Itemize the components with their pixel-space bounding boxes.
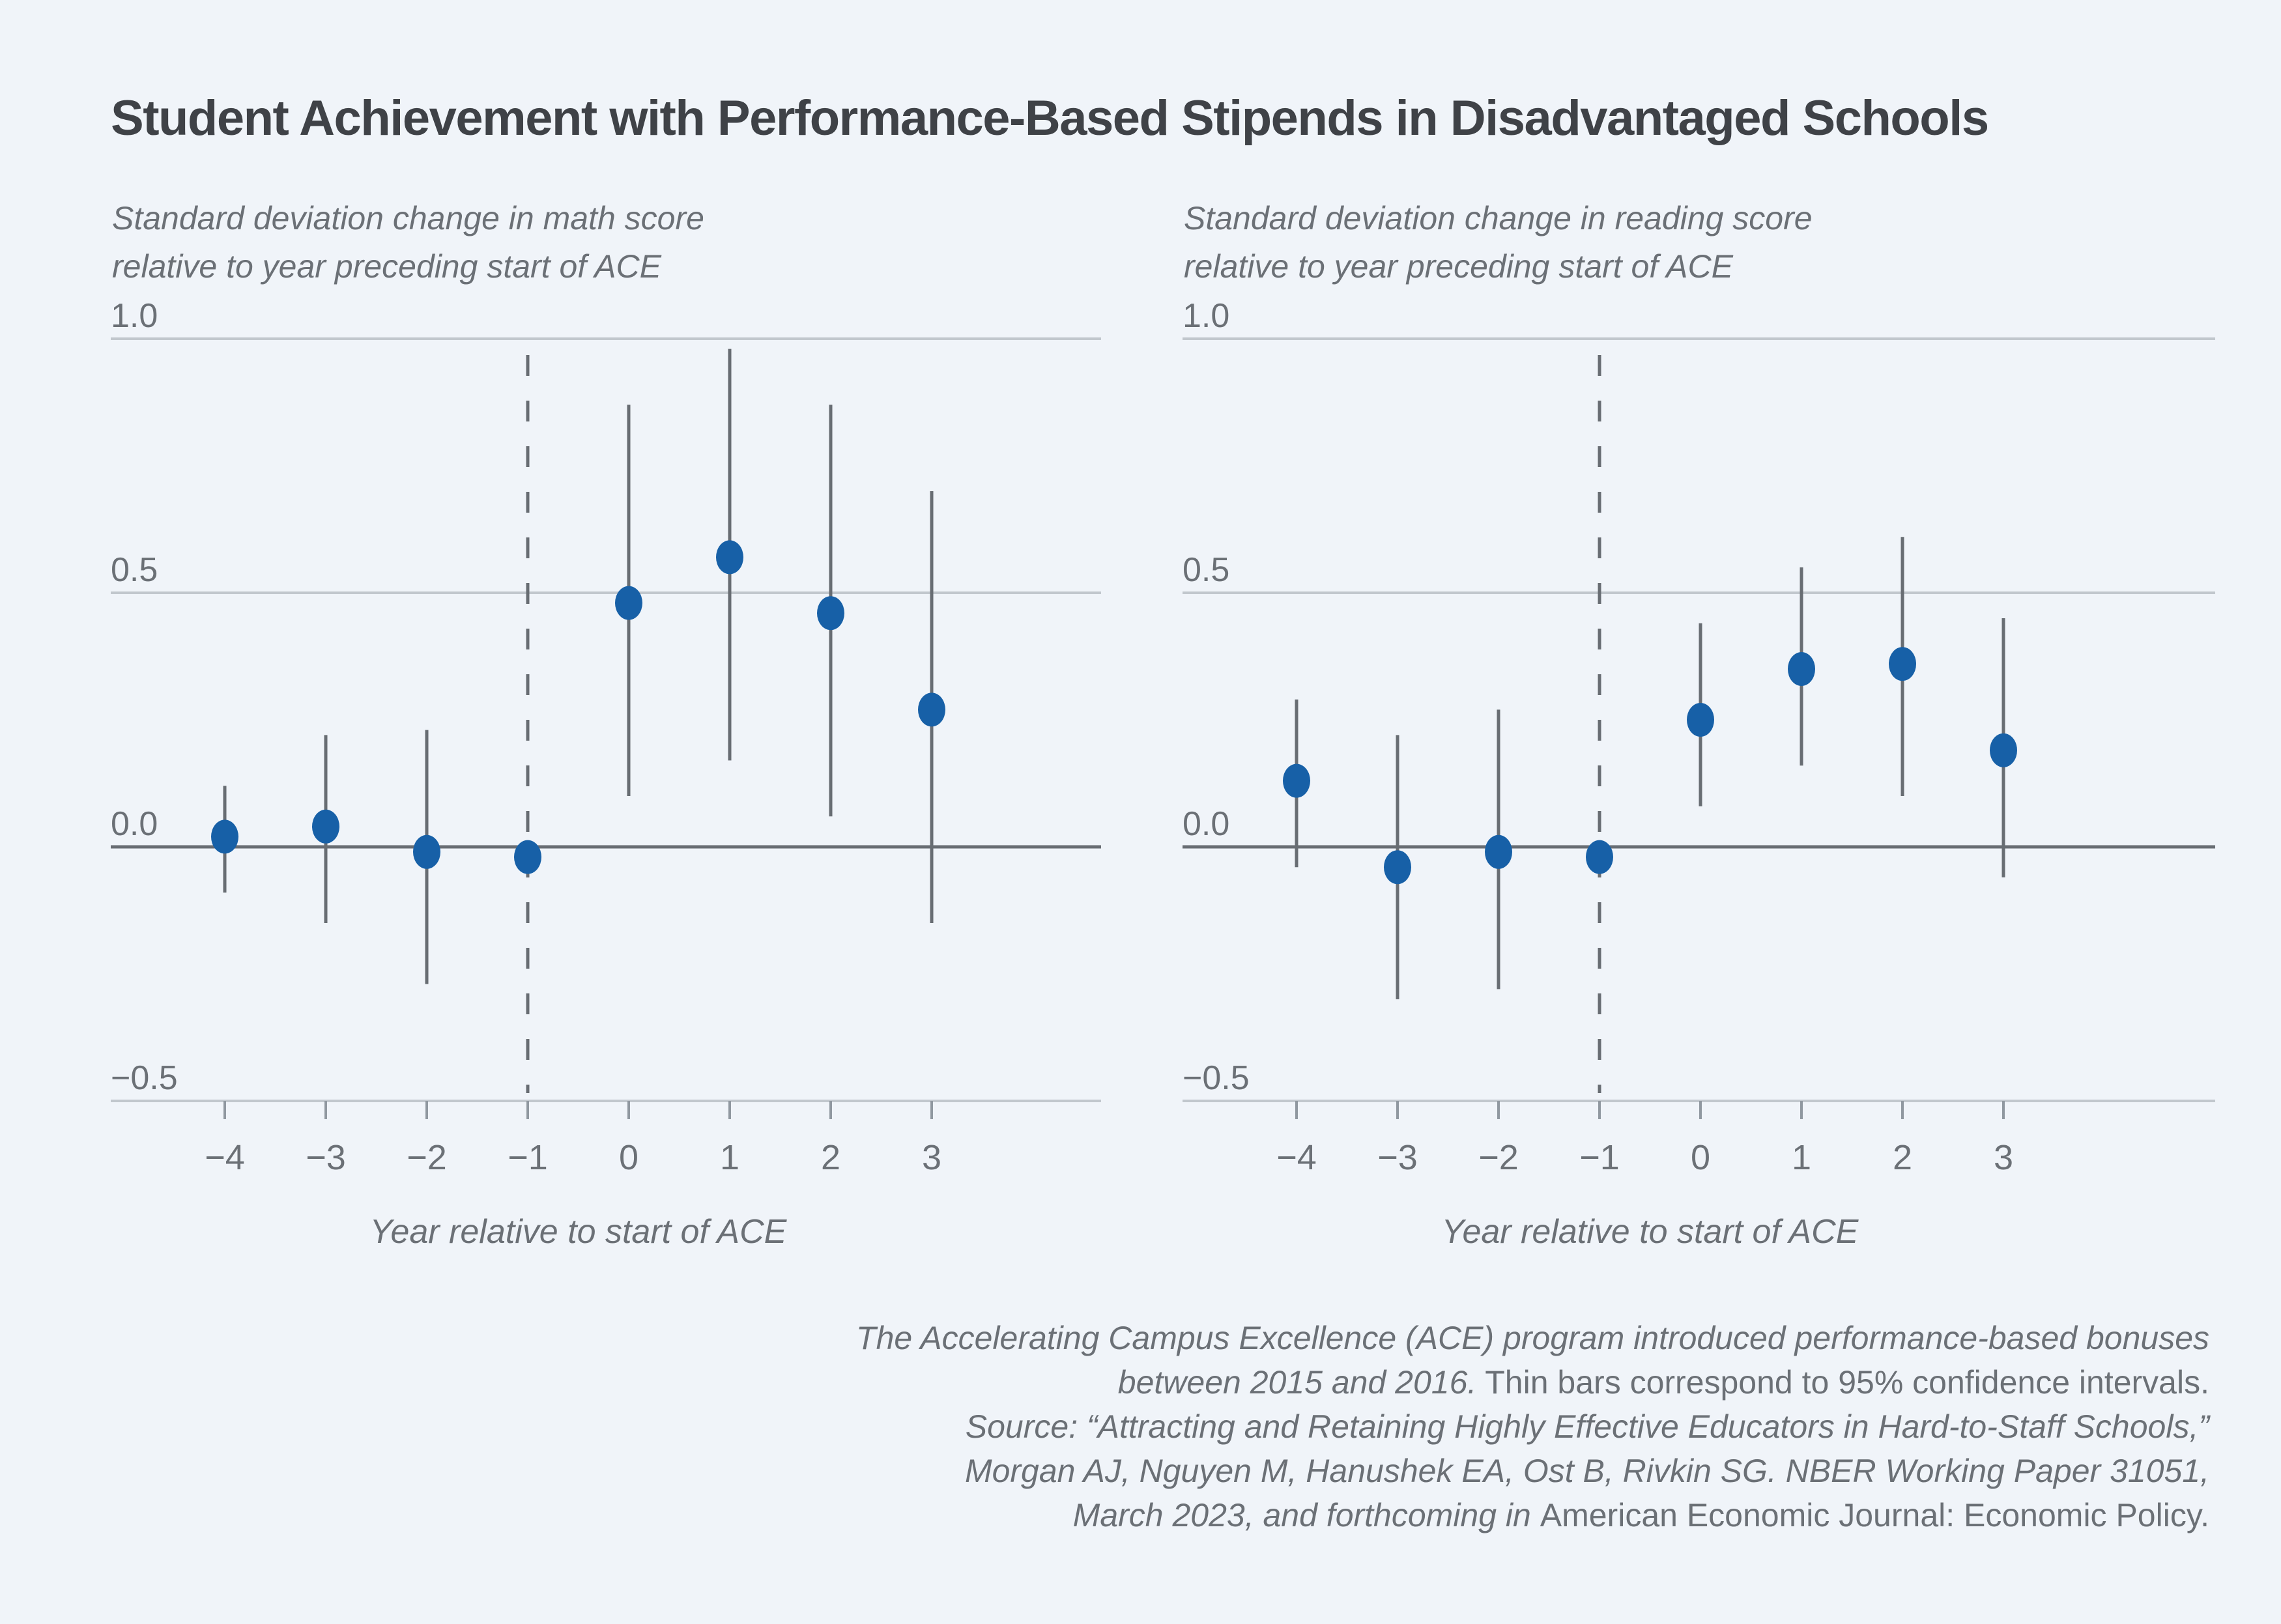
caption-segment: The Accelerating Campus Excellence (ACE)… (856, 1320, 2209, 1356)
figure-caption: The Accelerating Campus Excellence (ACE)… (856, 1316, 2209, 1537)
caption-segment: March 2023, and forthcoming in (1072, 1497, 1540, 1533)
math-x-tick-label: 0 (619, 1138, 638, 1177)
math-data-point (514, 840, 541, 874)
reading-x-tick-label: 2 (1893, 1138, 1912, 1177)
math-chart-subtitle: Standard deviation change in math score … (112, 194, 704, 291)
reading-data-point (1586, 840, 1613, 874)
reading-y-tick-label: 0.5 (1183, 551, 1229, 589)
caption-segment: American Economic Journal: Economic Poli… (1540, 1497, 2209, 1533)
caption-segment: Morgan AJ, Nguyen M, Hanushek EA, Ost B,… (964, 1453, 2209, 1489)
caption-line: March 2023, and forthcoming in American … (856, 1493, 2209, 1537)
math-data-point (312, 809, 339, 844)
math-x-tick-label: −1 (508, 1138, 548, 1177)
reading-x-tick-label: −1 (1579, 1138, 1620, 1177)
reading-x-tick-label: −2 (1478, 1138, 1519, 1177)
math-subtitle-line2: relative to year preceding start of ACE (112, 248, 661, 285)
caption-line: Source: “Attracting and Retaining Highly… (856, 1404, 2209, 1449)
math-x-tick-label: −3 (306, 1138, 346, 1177)
reading-x-tick-label: 1 (1792, 1138, 1811, 1177)
reading-subtitle-line1: Standard deviation change in reading sco… (1184, 200, 1813, 236)
reading-y-tick-label: 1.0 (1183, 297, 1229, 335)
math-x-axis-label: Year relative to start of ACE (370, 1213, 788, 1251)
reading-y-tick-label: 0.0 (1183, 805, 1229, 843)
math-y-tick-label: −0.5 (111, 1059, 178, 1097)
reading-y-tick-label: −0.5 (1183, 1059, 1250, 1097)
caption-segment: Source: “Attracting and Retaining Highly… (965, 1408, 2209, 1445)
math-subtitle-line1: Standard deviation change in math score (112, 200, 704, 236)
caption-segment: between 2015 and 2016. (1117, 1364, 1477, 1401)
reading-data-point (1687, 703, 1714, 737)
caption-line: Morgan AJ, Nguyen M, Hanushek EA, Ost B,… (856, 1449, 2209, 1493)
math-data-point (615, 586, 642, 620)
math-data-point (413, 834, 440, 869)
math-y-tick-label: 0.5 (111, 551, 158, 589)
reading-x-tick-label: −4 (1276, 1138, 1317, 1177)
math-data-point (817, 596, 844, 631)
math-y-tick-label: 0.0 (111, 805, 158, 843)
caption-segment: Thin bars correspond to 95% confidence i… (1476, 1364, 2209, 1401)
reading-x-tick-label: −3 (1377, 1138, 1418, 1177)
reading-data-point (1990, 733, 2017, 767)
page-title: Student Achievement with Performance-Bas… (111, 91, 1989, 146)
math-x-tick-label: 1 (720, 1138, 739, 1177)
reading-subtitle-line2: relative to year preceding start of ACE (1184, 248, 1733, 285)
math-x-tick-label: 3 (922, 1138, 941, 1177)
reading-data-point (1889, 647, 1916, 681)
math-data-point (918, 692, 945, 727)
reading-data-point (1485, 834, 1512, 869)
math-x-tick-label: 2 (821, 1138, 840, 1177)
reading-x-tick-label: 0 (1691, 1138, 1710, 1177)
math-data-point (211, 819, 238, 854)
reading-data-point (1384, 850, 1411, 885)
reading-chart-subtitle: Standard deviation change in reading sco… (1184, 194, 1813, 291)
reading-data-point (1788, 652, 1815, 686)
reading-x-axis-label: Year relative to start of ACE (1442, 1213, 1859, 1251)
math-data-point (716, 540, 743, 575)
caption-line: The Accelerating Campus Excellence (ACE)… (856, 1316, 2209, 1360)
math-x-tick-label: −4 (205, 1138, 245, 1177)
caption-line: between 2015 and 2016. Thin bars corresp… (856, 1360, 2209, 1404)
math-x-tick-label: −2 (407, 1138, 447, 1177)
reading-data-point (1283, 763, 1310, 798)
reading-x-tick-label: 3 (1994, 1138, 2013, 1177)
math-y-tick-label: 1.0 (111, 297, 158, 335)
